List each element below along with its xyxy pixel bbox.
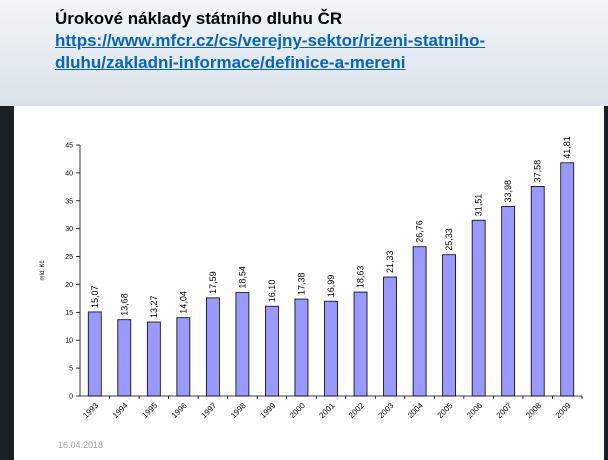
bar — [205, 297, 220, 397]
bar — [471, 219, 486, 397]
header — [0, 0, 608, 106]
x-tick-label: 1999 — [258, 401, 277, 420]
x-tick-label: 2002 — [347, 401, 366, 420]
bar — [560, 162, 575, 397]
bar — [146, 321, 161, 397]
value-label: 17,38 — [296, 273, 306, 296]
bar — [87, 311, 102, 397]
bar — [324, 300, 338, 397]
x-tick-label: 1996 — [170, 401, 189, 420]
bar — [501, 206, 516, 397]
bar — [442, 254, 457, 397]
title-box: Úrokové náklady státního dluhu ČR https:… — [55, 8, 547, 74]
x-tick-label: 2000 — [288, 401, 307, 420]
value-label: 31,51 — [474, 194, 484, 217]
value-label: 13,68 — [119, 293, 129, 316]
x-tick-label: 2006 — [465, 401, 484, 420]
x-tick-label: 1997 — [199, 401, 218, 420]
y-tick-label: 10 — [65, 338, 73, 345]
y-tick-label: 15 — [65, 310, 73, 317]
slide-title: Úrokové náklady státního dluhu ČR — [55, 9, 343, 28]
bar — [235, 292, 250, 397]
date: 16.04.2018 — [58, 440, 104, 450]
x-tick-label: 2004 — [406, 401, 425, 420]
x-tick-label: 1995 — [140, 401, 159, 420]
value-label: 26,76 — [415, 220, 425, 243]
bar — [117, 319, 132, 397]
x-tick-label: 2001 — [317, 401, 336, 420]
value-label: 33,98 — [503, 180, 513, 203]
bar — [383, 276, 397, 397]
value-label: 16,99 — [326, 275, 336, 298]
value-label: 25,33 — [444, 228, 454, 251]
y-axis-label: mld. Kč — [40, 260, 46, 280]
y-tick-label: 20 — [65, 282, 73, 289]
source-link[interactable]: https://www.mfcr.cz/cs/verejny-sektor/ri… — [55, 31, 486, 72]
value-label: 17,59 — [208, 271, 218, 294]
x-tick-label: 2009 — [554, 401, 573, 420]
value-label: 18,54 — [237, 266, 247, 289]
x-tick-label: 2003 — [377, 401, 396, 420]
value-label: 15,07 — [90, 285, 100, 308]
y-tick-label: 30 — [65, 226, 73, 233]
y-tick-label: 25 — [65, 254, 73, 261]
value-label: 13,27 — [149, 295, 159, 318]
x-tick-label: 2005 — [436, 401, 455, 420]
bar — [176, 317, 191, 397]
value-label: 14,04 — [178, 291, 188, 314]
x-tick-label: 1993 — [81, 401, 100, 420]
value-label: 21,33 — [385, 250, 395, 273]
bar — [412, 246, 427, 397]
y-tick-label: 45 — [65, 143, 73, 150]
bar — [265, 305, 279, 397]
value-label: 41,81 — [562, 136, 572, 159]
bar — [353, 291, 368, 397]
bar — [530, 185, 545, 397]
value-label: 16,10 — [267, 280, 277, 303]
bar — [294, 298, 309, 397]
y-tick-label: 0 — [69, 394, 73, 401]
x-tick-label: 1994 — [111, 401, 130, 420]
value-label: 37,58 — [533, 160, 543, 183]
y-tick-label: 40 — [65, 170, 73, 177]
x-tick-label: 2007 — [495, 401, 514, 420]
x-tick-label: 2008 — [524, 401, 543, 420]
y-tick-label: 5 — [69, 366, 73, 373]
y-tick-label: 35 — [65, 198, 73, 205]
x-tick-label: 1998 — [229, 401, 248, 420]
value-label: 18,63 — [356, 266, 366, 289]
